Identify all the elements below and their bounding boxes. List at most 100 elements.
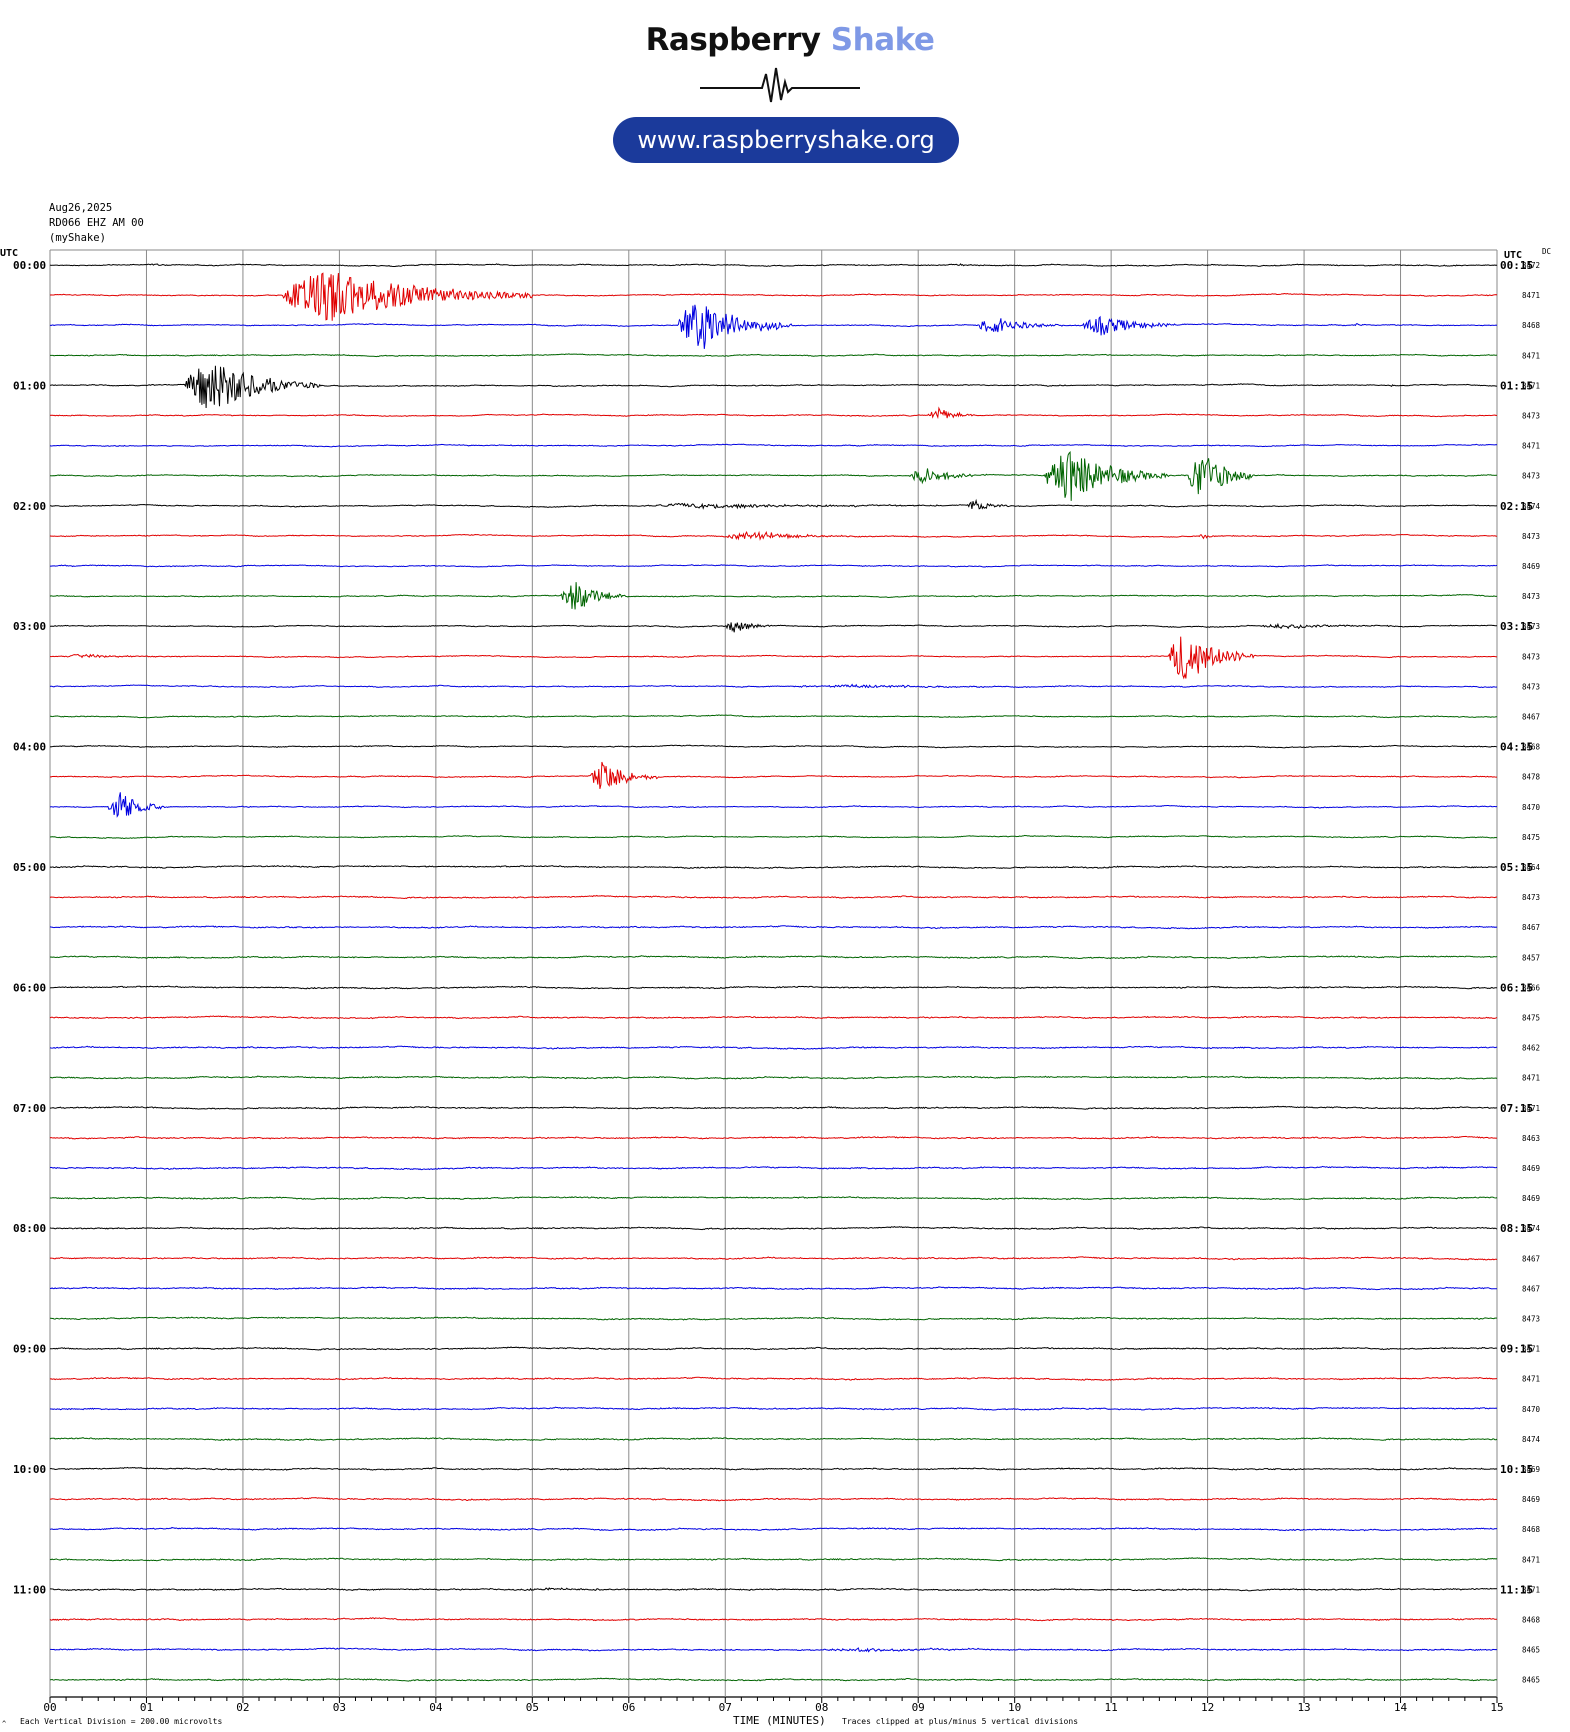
x-tick-label: 01 bbox=[140, 1701, 153, 1714]
trace-line bbox=[49, 714, 1498, 719]
left-time-label: 00:00 bbox=[13, 259, 46, 272]
trace-line bbox=[49, 792, 1498, 818]
x-axis-title: TIME (MINUTES) bbox=[733, 1714, 826, 1727]
trace-line bbox=[49, 451, 1498, 501]
right-time-label: 09:15 bbox=[1500, 1343, 1533, 1356]
x-tick-label: 15 bbox=[1490, 1701, 1503, 1714]
dc-offset-label: 8469 bbox=[1522, 1495, 1540, 1504]
dc-offset-label: 8473 bbox=[1522, 652, 1540, 661]
trace-line bbox=[49, 1497, 1498, 1502]
dc-offset-label: 8463 bbox=[1522, 1134, 1540, 1143]
plot-labels: 00 01 02 03 04 05 06 07 08 09 10 11 12 13 14 15 8472 8471… bbox=[0, 247, 1551, 1714]
trace-line bbox=[49, 1165, 1498, 1171]
brand-name-part1: Raspberry bbox=[645, 22, 821, 58]
dc-offset-label: 8471 bbox=[1522, 1104, 1540, 1113]
dc-offset-label: 8475 bbox=[1522, 833, 1540, 842]
left-time-label: 03:00 bbox=[13, 620, 46, 633]
dc-offset-label: 8468 bbox=[1522, 1525, 1541, 1534]
trace-line bbox=[49, 1286, 1497, 1291]
trace-line bbox=[49, 636, 1498, 680]
trace-line bbox=[50, 1346, 1498, 1351]
trace-line bbox=[49, 744, 1498, 749]
vertical-scale-note: Each Vertical Division = 200.00 microvol… bbox=[20, 1717, 223, 1726]
trace-line bbox=[49, 1526, 1498, 1532]
dc-offset-label: 8471 bbox=[1522, 381, 1540, 390]
brand-name-part2: Shake bbox=[830, 22, 935, 58]
dc-offset-label: 8478 bbox=[1522, 773, 1541, 782]
raspberry-shake-logo: Raspberry Shake bbox=[640, 22, 940, 172]
trace-line bbox=[50, 622, 1497, 633]
dc-offset-label: 8467 bbox=[1522, 923, 1540, 932]
trace-line bbox=[49, 1226, 1498, 1231]
trace-line bbox=[49, 761, 1497, 790]
x-tick-label: 06 bbox=[622, 1701, 635, 1714]
dc-offset-label: 8473 bbox=[1522, 472, 1540, 481]
left-time-label: 02:00 bbox=[13, 500, 46, 513]
website-url-badge[interactable]: www.raspberryshake.org bbox=[613, 117, 959, 163]
corner-mark: ^ bbox=[2, 1720, 7, 1728]
dc-offset-label: 8473 bbox=[1522, 622, 1540, 631]
trace-line bbox=[49, 955, 1498, 960]
right-time-label: 05:15 bbox=[1500, 861, 1533, 874]
right-time-label: 07:15 bbox=[1500, 1102, 1533, 1115]
dc-offset-label: 8473 bbox=[1522, 893, 1540, 902]
dc-offset-label: 8469 bbox=[1522, 1465, 1540, 1474]
trace-line bbox=[49, 894, 1498, 900]
x-tick-label: 03 bbox=[333, 1701, 346, 1714]
x-tick-label: 13 bbox=[1297, 1701, 1310, 1714]
trace-line bbox=[49, 406, 1498, 420]
dc-offset-label: 8469 bbox=[1522, 562, 1540, 571]
trace-line bbox=[50, 1587, 1498, 1592]
seismic-wave-icon bbox=[700, 67, 860, 103]
trace-line bbox=[49, 1045, 1498, 1050]
dc-offset-label: 8471 bbox=[1522, 351, 1540, 360]
trace-line bbox=[49, 443, 1498, 448]
dc-offset-label: 8470 bbox=[1522, 1405, 1541, 1414]
x-tick-label: 14 bbox=[1394, 1701, 1408, 1714]
dc-offset-label: 8465 bbox=[1522, 1646, 1540, 1655]
trace-line bbox=[49, 1617, 1497, 1622]
dc-offset-label: 8475 bbox=[1522, 1014, 1540, 1023]
x-tick-label: 00 bbox=[43, 1701, 56, 1714]
left-time-label: 01:00 bbox=[13, 379, 46, 392]
trace-line bbox=[49, 1557, 1498, 1562]
left-time-label: 04:00 bbox=[13, 741, 46, 754]
trace-line bbox=[49, 864, 1498, 870]
x-tick-label: 04 bbox=[429, 1701, 443, 1714]
dc-offset-label: 8466 bbox=[1522, 983, 1541, 992]
dc-offset-label: 8474 bbox=[1522, 1224, 1541, 1233]
dc-offset-label: 8472 bbox=[1522, 261, 1540, 270]
dc-offset-label: 8471 bbox=[1522, 1555, 1540, 1564]
trace-line bbox=[49, 530, 1498, 541]
left-time-label: 05:00 bbox=[13, 861, 46, 874]
trace-rows bbox=[49, 263, 1498, 1682]
trace-line bbox=[49, 1105, 1498, 1110]
dc-offset-label: 8468 bbox=[1522, 321, 1541, 330]
trace-line bbox=[50, 1196, 1498, 1201]
right-axis-unit: UTC bbox=[1504, 250, 1522, 261]
dc-offset-label: 8469 bbox=[1522, 1164, 1540, 1173]
right-time-label: 03:15 bbox=[1500, 620, 1533, 633]
dc-offset-label: 8471 bbox=[1522, 442, 1540, 451]
trace-line bbox=[49, 1466, 1498, 1471]
trace-line bbox=[50, 1647, 1498, 1653]
trace-line bbox=[49, 1015, 1498, 1020]
clipping-note: Traces clipped at plus/minus 5 vertical … bbox=[842, 1717, 1079, 1726]
trace-line bbox=[49, 304, 1498, 349]
dc-offset-label: 8473 bbox=[1522, 532, 1540, 541]
data-source: (myShake) bbox=[49, 232, 106, 244]
dc-offset-label: 8467 bbox=[1522, 1254, 1540, 1263]
trace-line bbox=[49, 834, 1498, 840]
left-time-label: 06:00 bbox=[13, 981, 46, 994]
trace-line bbox=[49, 683, 1498, 689]
dc-column-header: DC bbox=[1542, 247, 1551, 256]
right-time-label: 10:15 bbox=[1500, 1463, 1533, 1476]
trace-line bbox=[49, 263, 1498, 267]
left-axis-unit: UTC bbox=[0, 248, 18, 259]
x-tick-label: 11 bbox=[1105, 1701, 1118, 1714]
dc-offset-label: 8473 bbox=[1522, 682, 1540, 691]
left-time-label: 10:00 bbox=[13, 1463, 46, 1476]
trace-line bbox=[50, 365, 1498, 409]
trace-line bbox=[49, 1316, 1498, 1321]
dc-offset-label: 8471 bbox=[1522, 291, 1540, 300]
